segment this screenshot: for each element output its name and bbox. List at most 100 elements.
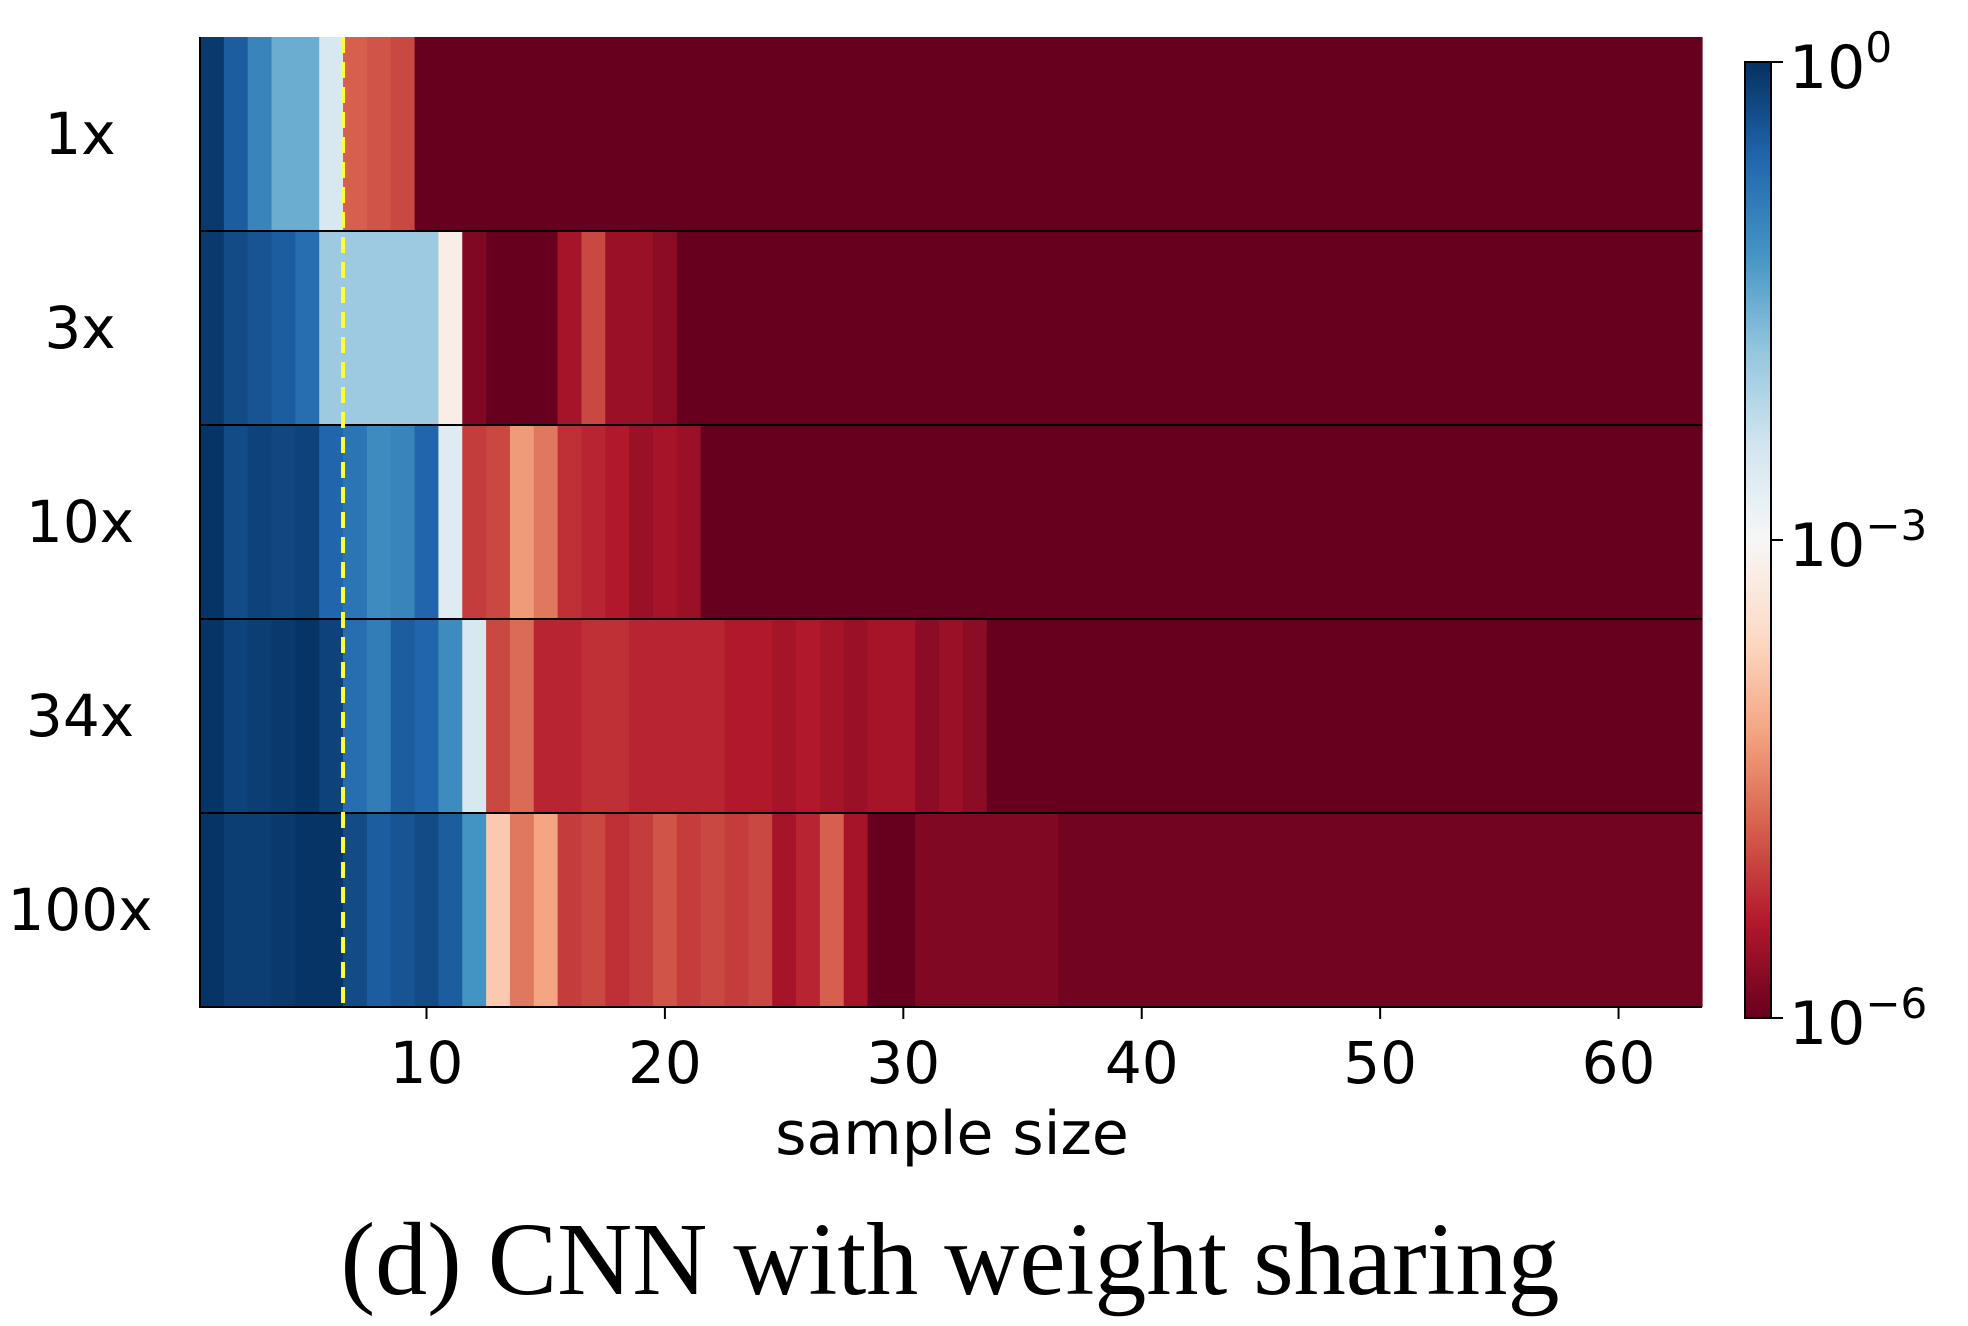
heatmap-cell [819, 37, 845, 231]
heatmap-cell [1368, 425, 1393, 619]
heatmap-cell [1105, 231, 1131, 425]
heatmap-cell [1034, 619, 1059, 813]
heatmap-cell [223, 37, 249, 231]
heatmap-cell [1511, 619, 1536, 813]
heatmap-cell [748, 37, 773, 231]
heatmap-cell [1344, 231, 1369, 425]
heatmap-cell [1463, 425, 1489, 619]
heatmap-cell [676, 37, 702, 231]
heatmap-cell [986, 619, 1012, 813]
heatmap-cells [200, 37, 1703, 1007]
heatmap-cell [676, 619, 702, 813]
heatmap-cell [1511, 37, 1536, 231]
heatmap-cell [509, 231, 535, 425]
heatmap-cell [438, 231, 463, 425]
heatmap-cell [1368, 619, 1393, 813]
heatmap-cell [1511, 425, 1536, 619]
heatmap-cell [319, 619, 344, 813]
heatmap-cell [1535, 813, 1560, 1007]
heatmap-cell [223, 231, 249, 425]
heatmap-cell [605, 231, 630, 425]
heatmap-cell [939, 231, 964, 425]
heatmap-cell [1105, 813, 1131, 1007]
heatmap-cell [1535, 37, 1560, 231]
heatmap-cell [1439, 37, 1465, 231]
heatmap-cell [390, 619, 416, 813]
x-tick-label: 20 [628, 1029, 702, 1097]
x-tick-label: 60 [1582, 1029, 1656, 1097]
heatmap-cell [581, 619, 606, 813]
heatmap-cell [1153, 231, 1179, 425]
heatmap-cell [915, 619, 940, 813]
heatmap-cell [1606, 37, 1632, 231]
heatmap-cell [1582, 37, 1608, 231]
heatmap-cell [1034, 813, 1059, 1007]
heatmap-cell [1558, 37, 1584, 231]
heatmap-cell [343, 425, 368, 619]
heatmap-cell [1249, 813, 1274, 1007]
heatmap-cell [939, 619, 964, 813]
heatmap-cell [1272, 425, 1298, 619]
heatmap-cell [581, 231, 606, 425]
heatmap-cell [1153, 619, 1179, 813]
heatmap-cell [1678, 37, 1703, 231]
heatmap-cell [533, 619, 559, 813]
heatmap-cell [700, 231, 726, 425]
heatmap-cell [1249, 425, 1274, 619]
heatmap-cell [772, 813, 797, 1007]
heatmap-cell [557, 813, 583, 1007]
heatmap-cell [1606, 425, 1632, 619]
heatmap-cell [1678, 425, 1703, 619]
heatmap-cell [891, 231, 916, 425]
heatmap-cell [271, 231, 296, 425]
heatmap-cell [1225, 425, 1250, 619]
heatmap-cell [438, 813, 463, 1007]
heatmap-cell [1082, 37, 1107, 231]
heatmap-cell [533, 425, 559, 619]
heatmap-cell [1606, 231, 1632, 425]
heatmap-cell [1487, 813, 1512, 1007]
heatmap-cell [343, 37, 368, 231]
heatmap-cell [1153, 425, 1179, 619]
heatmap-cell [1415, 425, 1441, 619]
heatmap-cell [247, 231, 273, 425]
heatmap-cell [939, 425, 964, 619]
heatmap-cell [605, 813, 630, 1007]
heatmap-cell [652, 619, 678, 813]
heatmap-cell [867, 425, 892, 619]
heatmap-cell [962, 813, 988, 1007]
heatmap-cell [533, 37, 559, 231]
heatmap-cell [1272, 37, 1298, 231]
heatmap-cell [1463, 231, 1489, 425]
heatmap-cell [1129, 813, 1155, 1007]
x-tick-label: 40 [1105, 1029, 1179, 1097]
y-tick-label: 34x [26, 682, 134, 750]
heatmap-cell [533, 813, 559, 1007]
heatmap-cell [629, 619, 654, 813]
heatmap-cell [1439, 619, 1465, 813]
heatmap-cell [1249, 619, 1274, 813]
heatmap-cell [271, 37, 296, 231]
heatmap-cell [986, 425, 1012, 619]
heatmap-cell [1225, 37, 1250, 231]
heatmap-cell [1654, 37, 1679, 231]
heatmap-cell [1487, 37, 1512, 231]
heatmap-cell [1177, 425, 1202, 619]
heatmap-cell [867, 37, 892, 231]
heatmap-cell [1344, 619, 1369, 813]
heatmap-cell [1344, 813, 1369, 1007]
heatmap-cell [605, 425, 630, 619]
figure-caption: (d) CNN with weight sharing [340, 1202, 1560, 1317]
heatmap-cell [1201, 37, 1226, 231]
heatmap-cell [319, 425, 344, 619]
heatmap-cell [1582, 813, 1608, 1007]
heatmap-cell [1558, 425, 1584, 619]
heatmap-cell [486, 231, 511, 425]
heatmap-cell [1654, 425, 1679, 619]
heatmap-cell [629, 813, 654, 1007]
heatmap-cell [1392, 37, 1417, 231]
heatmap-cell [605, 619, 630, 813]
heatmap-cell [915, 425, 940, 619]
heatmap-cell [891, 813, 916, 1007]
